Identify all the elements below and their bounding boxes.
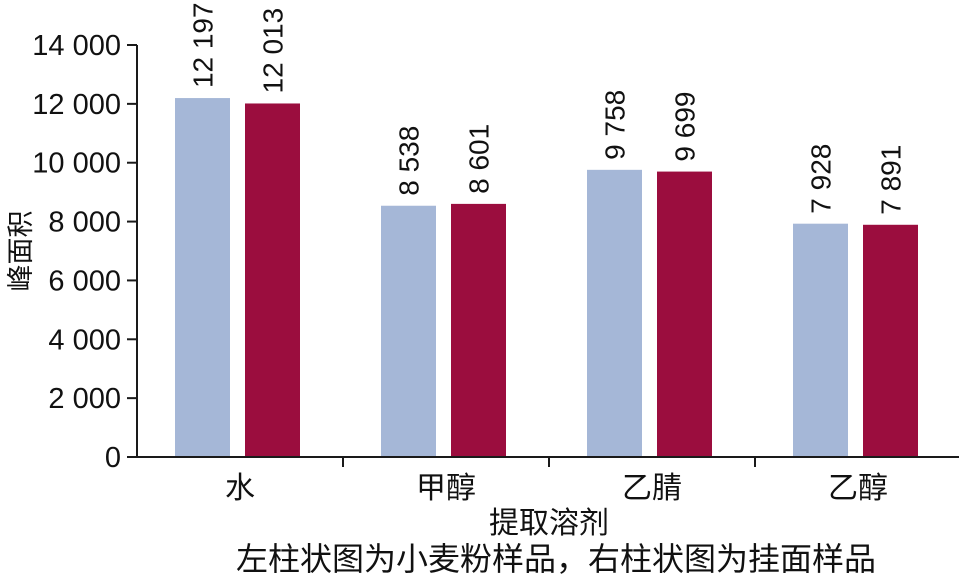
bar-series-1-category-4 bbox=[793, 223, 848, 457]
x-axis-ticks bbox=[342, 457, 756, 467]
y-tick-label: 6 000 bbox=[48, 265, 121, 297]
bar-series-1-category-3 bbox=[587, 169, 642, 457]
bar-series-2-category-4 bbox=[863, 224, 918, 457]
bars-layer bbox=[175, 98, 918, 458]
y-tick-label: 10 000 bbox=[32, 148, 121, 180]
y-tick-label: 0 bbox=[105, 442, 121, 474]
x-axis-title: 提取溶剂 bbox=[489, 506, 609, 541]
y-axis-title: 峰面积 bbox=[6, 211, 37, 292]
figure-caption: 左柱状图为小麦粉样品，右柱状图为挂面样品 bbox=[236, 540, 876, 578]
data-labels-layer: 12 197 8 538 9 758 7 928 12 013 8 601 9 699 7 8… bbox=[188, 2, 907, 214]
data-label-series-2-category-2: 8 601 bbox=[464, 124, 495, 194]
y-axis-ticks: 0 2 000 4 000 6 000 8 000 10 000 12 000 14 000 bbox=[32, 30, 137, 474]
bar-series-1-category-1 bbox=[175, 98, 230, 457]
data-label-series-2-category-4: 7 891 bbox=[876, 145, 907, 215]
y-tick-label: 2 000 bbox=[48, 383, 121, 415]
x-tick-label: 乙腈 bbox=[622, 471, 682, 506]
bar-series-1-category-2 bbox=[381, 205, 436, 457]
axes-layer bbox=[136, 45, 959, 458]
x-tick-label: 水 bbox=[225, 471, 255, 506]
y-tick-label: 4 000 bbox=[48, 324, 121, 356]
y-tick-label: 12 000 bbox=[32, 89, 121, 121]
data-label-series-2-category-1: 12 013 bbox=[258, 8, 289, 94]
y-tick-label: 8 000 bbox=[48, 207, 121, 239]
bar-series-2-category-3 bbox=[657, 171, 712, 458]
x-tick-label: 甲醇 bbox=[416, 471, 476, 506]
data-label-series-1-category-2: 8 538 bbox=[394, 126, 425, 196]
data-label-series-1-category-1: 12 197 bbox=[188, 2, 219, 88]
category-labels: 水 甲醇 乙腈 乙醇 bbox=[225, 471, 888, 506]
bar-series-2-category-2 bbox=[451, 203, 506, 457]
data-label-series-1-category-3: 9 758 bbox=[600, 90, 631, 160]
x-tick-label: 乙醇 bbox=[828, 471, 888, 506]
y-tick-label: 14 000 bbox=[32, 30, 121, 62]
data-label-series-2-category-3: 9 699 bbox=[670, 91, 701, 161]
bar-series-2-category-1 bbox=[245, 103, 300, 457]
data-label-series-1-category-4: 7 928 bbox=[806, 144, 837, 214]
